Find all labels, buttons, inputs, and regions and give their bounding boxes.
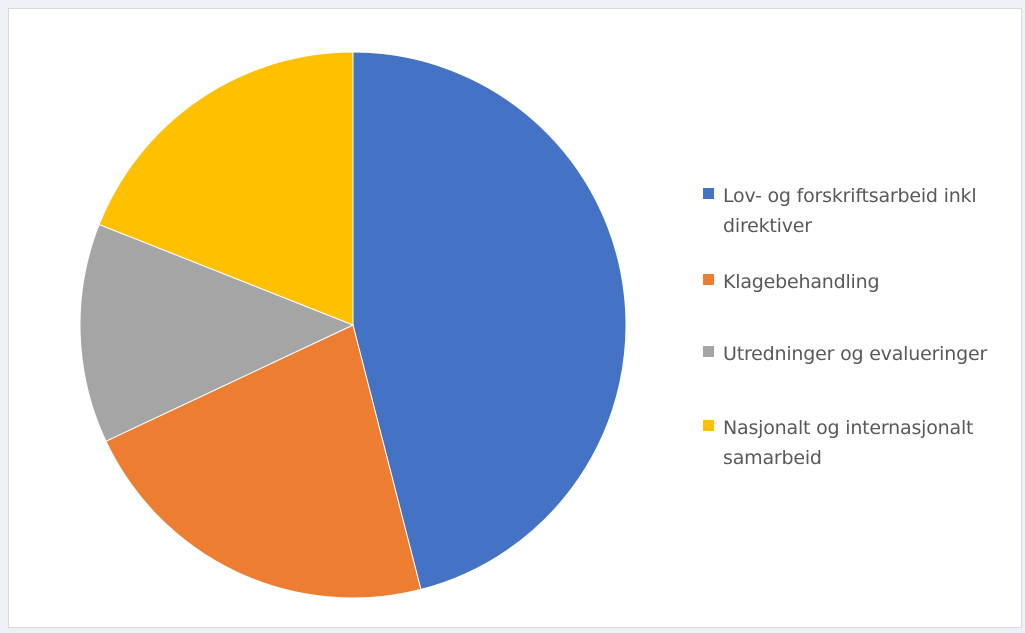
legend-swatch [703,188,714,199]
legend-label: Lov- og forskriftsarbeid inkl direktiver [723,185,977,237]
pie-chart [79,51,627,599]
legend-swatch [703,274,714,285]
chart-area: Lov- og forskriftsarbeid inkl direktiver… [8,8,1022,628]
legend-item-nasjonalt-og-internasjonalt-samarbeid: Nasjonalt og internasjonalt samarbeid [703,413,1019,473]
legend-item-lov-og-forskriftsarbeid: Lov- og forskriftsarbeid inkl direktiver [703,181,1019,241]
legend-item-utredninger-og-evalueringer: Utredninger og evalueringer [703,339,1019,369]
legend-label: Klagebehandling [723,271,880,293]
pie-slice [105,324,422,599]
legend-label: Utredninger og evalueringer [723,343,988,365]
legend-label: Nasjonalt og internasjonalt samarbeid [723,417,974,469]
pie-slice [98,51,354,326]
legend-swatch [703,420,714,431]
legend-item-klagebehandling: Klagebehandling [703,267,1019,297]
pie-slice [79,223,355,442]
legend-swatch [703,346,714,357]
pie-slice [352,51,627,591]
